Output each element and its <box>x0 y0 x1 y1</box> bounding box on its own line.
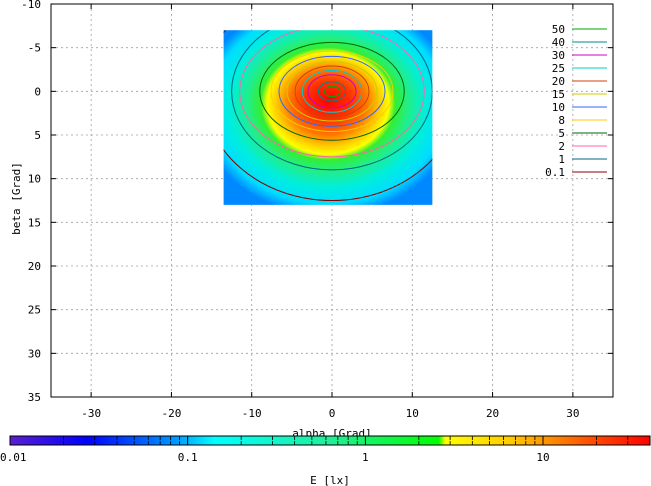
y-tick-label: 25 <box>28 304 41 317</box>
contour-lines <box>223 30 433 201</box>
contour-line-2 <box>239 30 425 158</box>
contour-line-15 <box>286 61 378 122</box>
x-tick-label: 0 <box>329 407 336 420</box>
y-tick-label: -5 <box>28 42 41 55</box>
y-tick-label: 35 <box>28 391 41 404</box>
y-tick-label: 10 <box>28 173 41 186</box>
x-tick-label: -30 <box>81 407 101 420</box>
x-tick-label: 20 <box>486 407 499 420</box>
legend-label: 0.1 <box>545 166 565 179</box>
x-tick-label: -10 <box>242 407 262 420</box>
heatmap-field <box>223 30 433 205</box>
y-tick-label: 5 <box>34 129 41 142</box>
heatmap-area <box>223 30 433 205</box>
legend-label: 20 <box>552 75 565 88</box>
legend-label: 5 <box>558 127 565 140</box>
legend-label: 10 <box>552 101 565 114</box>
contour-line-30 <box>307 74 357 109</box>
x-tick-label: -20 <box>161 407 181 420</box>
contour-line-40 <box>317 81 347 102</box>
legend-label: 40 <box>552 36 565 49</box>
y-tick-label: 20 <box>28 260 41 273</box>
x-axis-ticks: -30 -20 -10 0 10 20 30 <box>81 4 579 420</box>
colorbar-tick-label: 10 <box>536 451 549 464</box>
legend-label: 8 <box>558 114 565 127</box>
legend-label: 2 <box>558 140 565 153</box>
contour-line-1 <box>231 30 433 171</box>
y-tick-label: -10 <box>21 0 41 11</box>
legend-label: 15 <box>552 88 565 101</box>
contour-line-20 <box>294 65 370 118</box>
legend-label: 50 <box>552 23 565 36</box>
colorbar-label: E [lx] <box>310 474 350 486</box>
colorbar-ticks: 0.01 0.1 1 10 <box>0 436 651 464</box>
contour-line-8 <box>270 50 394 133</box>
y-tick-label: 30 <box>28 347 41 360</box>
colorbar-tick-label: 0.01 <box>0 451 27 464</box>
y-axis-label: beta [Grad] <box>10 162 23 235</box>
x-tick-label: 30 <box>566 407 579 420</box>
legend-label: 1 <box>558 153 565 166</box>
y-tick-label: 0 <box>34 85 41 98</box>
contour-line-50 <box>323 85 341 98</box>
colorbar-tick-label: 0.1 <box>178 451 198 464</box>
contour-line-5 <box>259 41 405 141</box>
legend-label: 30 <box>552 49 565 62</box>
legend-label: 25 <box>552 62 565 75</box>
colorbar <box>9 435 651 446</box>
contour-line-0-1 <box>223 30 433 201</box>
x-tick-label: 10 <box>406 407 419 420</box>
colorbar-tick-label: 1 <box>362 451 369 464</box>
y-tick-label: 15 <box>28 216 41 229</box>
contour-line-10 <box>278 55 386 127</box>
contour-line-25 <box>301 69 363 113</box>
